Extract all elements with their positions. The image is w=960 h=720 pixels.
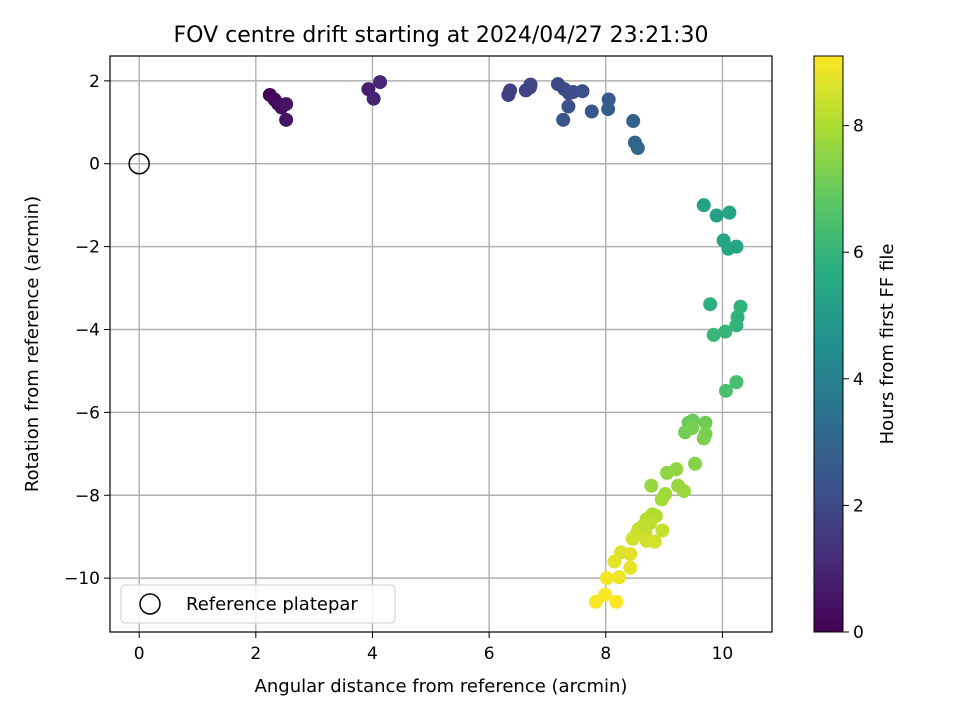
data-point xyxy=(644,478,659,493)
y-tick-label: −4 xyxy=(75,320,100,340)
data-point xyxy=(601,102,616,117)
x-axis: 0 2 4 6 8 10 xyxy=(134,632,733,664)
data-point xyxy=(703,297,718,312)
data-point xyxy=(575,84,590,99)
data-point xyxy=(609,594,624,609)
data-point xyxy=(654,492,669,507)
gridlines xyxy=(110,56,772,632)
colorbar-tick-label: 6 xyxy=(853,243,864,263)
colorbar: 0 2 4 6 8 Hours from first FF file xyxy=(813,55,898,643)
plot-frame xyxy=(109,55,773,633)
data-point xyxy=(709,208,724,223)
data-point xyxy=(373,75,388,90)
data-points xyxy=(262,75,748,609)
data-point xyxy=(696,198,711,213)
y-tick-label: −2 xyxy=(75,238,100,258)
colorbar-tick-label: 4 xyxy=(853,370,864,390)
legend-box xyxy=(120,584,396,624)
data-point xyxy=(556,112,571,127)
data-point xyxy=(279,112,294,127)
data-point xyxy=(718,383,733,398)
x-tick-label: 4 xyxy=(367,644,378,664)
data-point xyxy=(623,560,638,575)
x-tick-label: 8 xyxy=(600,644,611,664)
data-point xyxy=(729,375,744,390)
data-point xyxy=(626,114,641,129)
data-point xyxy=(729,318,744,333)
x-axis-label: Angular distance from reference (arcmin) xyxy=(255,676,628,697)
legend: Reference platepar xyxy=(120,584,396,624)
data-point xyxy=(630,140,645,155)
data-point xyxy=(706,327,721,342)
data-point xyxy=(696,431,711,446)
data-point xyxy=(729,239,744,254)
reference-marker-layer xyxy=(128,152,150,175)
y-tick-label: 0 xyxy=(89,155,100,175)
data-point xyxy=(279,97,294,112)
data-point xyxy=(503,83,518,98)
reference-platepar-marker xyxy=(128,152,150,175)
colorbar-tick-label: 2 xyxy=(853,496,864,516)
y-axis: 2 0 −2 −4 −6 −8 −10 xyxy=(64,72,110,589)
data-point xyxy=(688,456,703,471)
data-point xyxy=(625,531,640,546)
data-point xyxy=(561,99,576,114)
data-point xyxy=(623,547,638,562)
legend-entry-reference-platepar: Reference platepar xyxy=(186,594,358,615)
data-point xyxy=(584,104,599,119)
y-tick-label: −6 xyxy=(75,403,100,423)
y-axis-label: Rotation from reference (arcmin) xyxy=(22,196,43,492)
data-point xyxy=(612,570,627,585)
colorbar-gradient xyxy=(813,55,844,633)
colorbar-ticks: 0 2 4 6 8 xyxy=(843,117,864,643)
data-point xyxy=(588,594,603,609)
legend-reference-marker xyxy=(139,593,161,615)
colorbar-tick-label: 8 xyxy=(853,117,864,137)
data-point xyxy=(733,299,748,314)
data-point xyxy=(718,324,733,339)
y-tick-label: −10 xyxy=(64,569,100,589)
data-point xyxy=(655,523,670,538)
data-point xyxy=(722,205,737,220)
data-point xyxy=(599,571,614,586)
y-tick-label: −8 xyxy=(75,486,100,506)
data-point xyxy=(676,484,691,499)
data-point xyxy=(523,77,538,92)
data-point xyxy=(366,91,381,106)
x-tick-label: 6 xyxy=(484,644,495,664)
data-point xyxy=(669,462,684,477)
colorbar-label: Hours from first FF file xyxy=(877,244,898,445)
colorbar-tick-label: 0 xyxy=(853,623,864,643)
x-tick-label: 0 xyxy=(134,644,145,664)
x-tick-label: 2 xyxy=(250,644,261,664)
y-tick-label: 2 xyxy=(89,72,100,92)
data-point xyxy=(607,554,622,569)
data-point xyxy=(698,415,713,430)
chart-title: FOV centre drift starting at 2024/04/27 … xyxy=(174,23,709,48)
data-point xyxy=(647,534,662,549)
data-point xyxy=(685,421,700,436)
x-tick-label: 10 xyxy=(712,644,734,664)
